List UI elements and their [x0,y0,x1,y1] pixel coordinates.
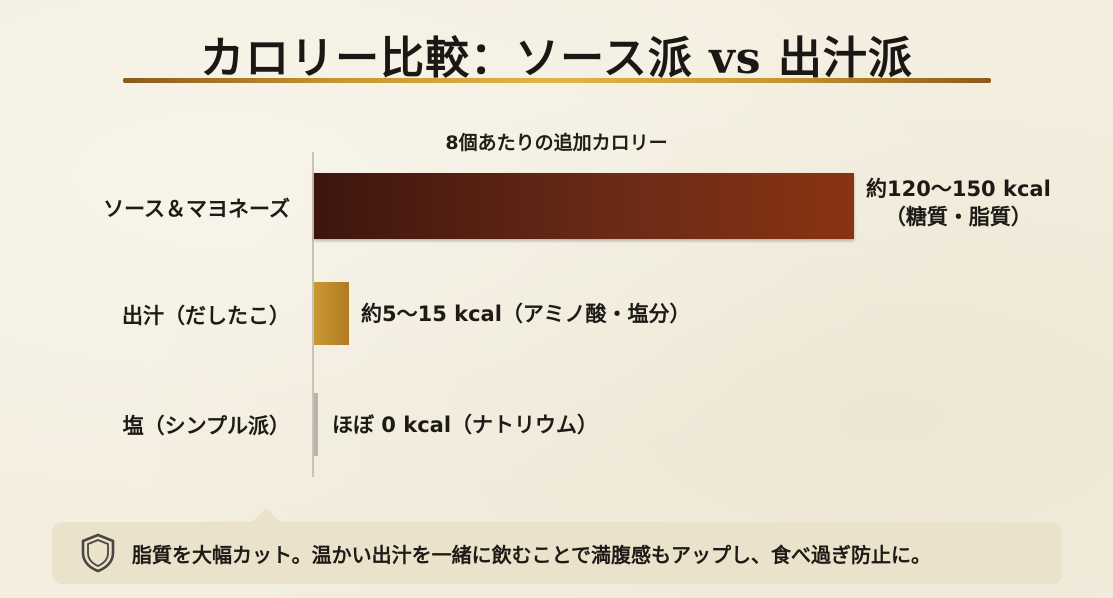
bar [314,282,349,345]
category-axis-line [312,152,314,477]
data-label: ほぼ 0 kcal（ナトリウム） [332,411,598,439]
data-label: 約5〜15 kcal（アミノ酸・塩分） [361,300,691,328]
title-underline [123,78,991,83]
summary-callout: 脂質を大幅カット。温かい出汁を一緒に飲むことで満腹感もアップし、食べ過ぎ防止に。 [52,522,1062,584]
category-label: ソース＆マヨネーズ [103,197,290,221]
page-title: カロリー比較：ソース派 vs 出汁派 [200,33,913,84]
data-label-line: 約5〜15 kcal（アミノ酸・塩分） [361,301,691,326]
data-label-line: 約120〜150 kcal [866,177,1051,201]
chart-title: 8個あたりの追加カロリー [445,132,668,154]
data-label: 約120〜150 kcal （糖質・脂質） [866,175,1051,231]
bar [314,173,854,239]
data-label-line: （糖質・脂質） [884,205,1032,229]
category-label: 塩（シンプル派） [122,414,290,438]
category-label: 出汁（だしたこ） [122,304,290,328]
shield-icon [81,533,115,573]
summary-text: 脂質を大幅カット。温かい出汁を一緒に飲むことで満腹感もアップし、食べ過ぎ防止に。 [132,542,931,567]
callout-pointer [252,508,280,522]
bar [314,393,318,456]
data-label-line: ほぼ 0 kcal（ナトリウム） [332,412,599,437]
